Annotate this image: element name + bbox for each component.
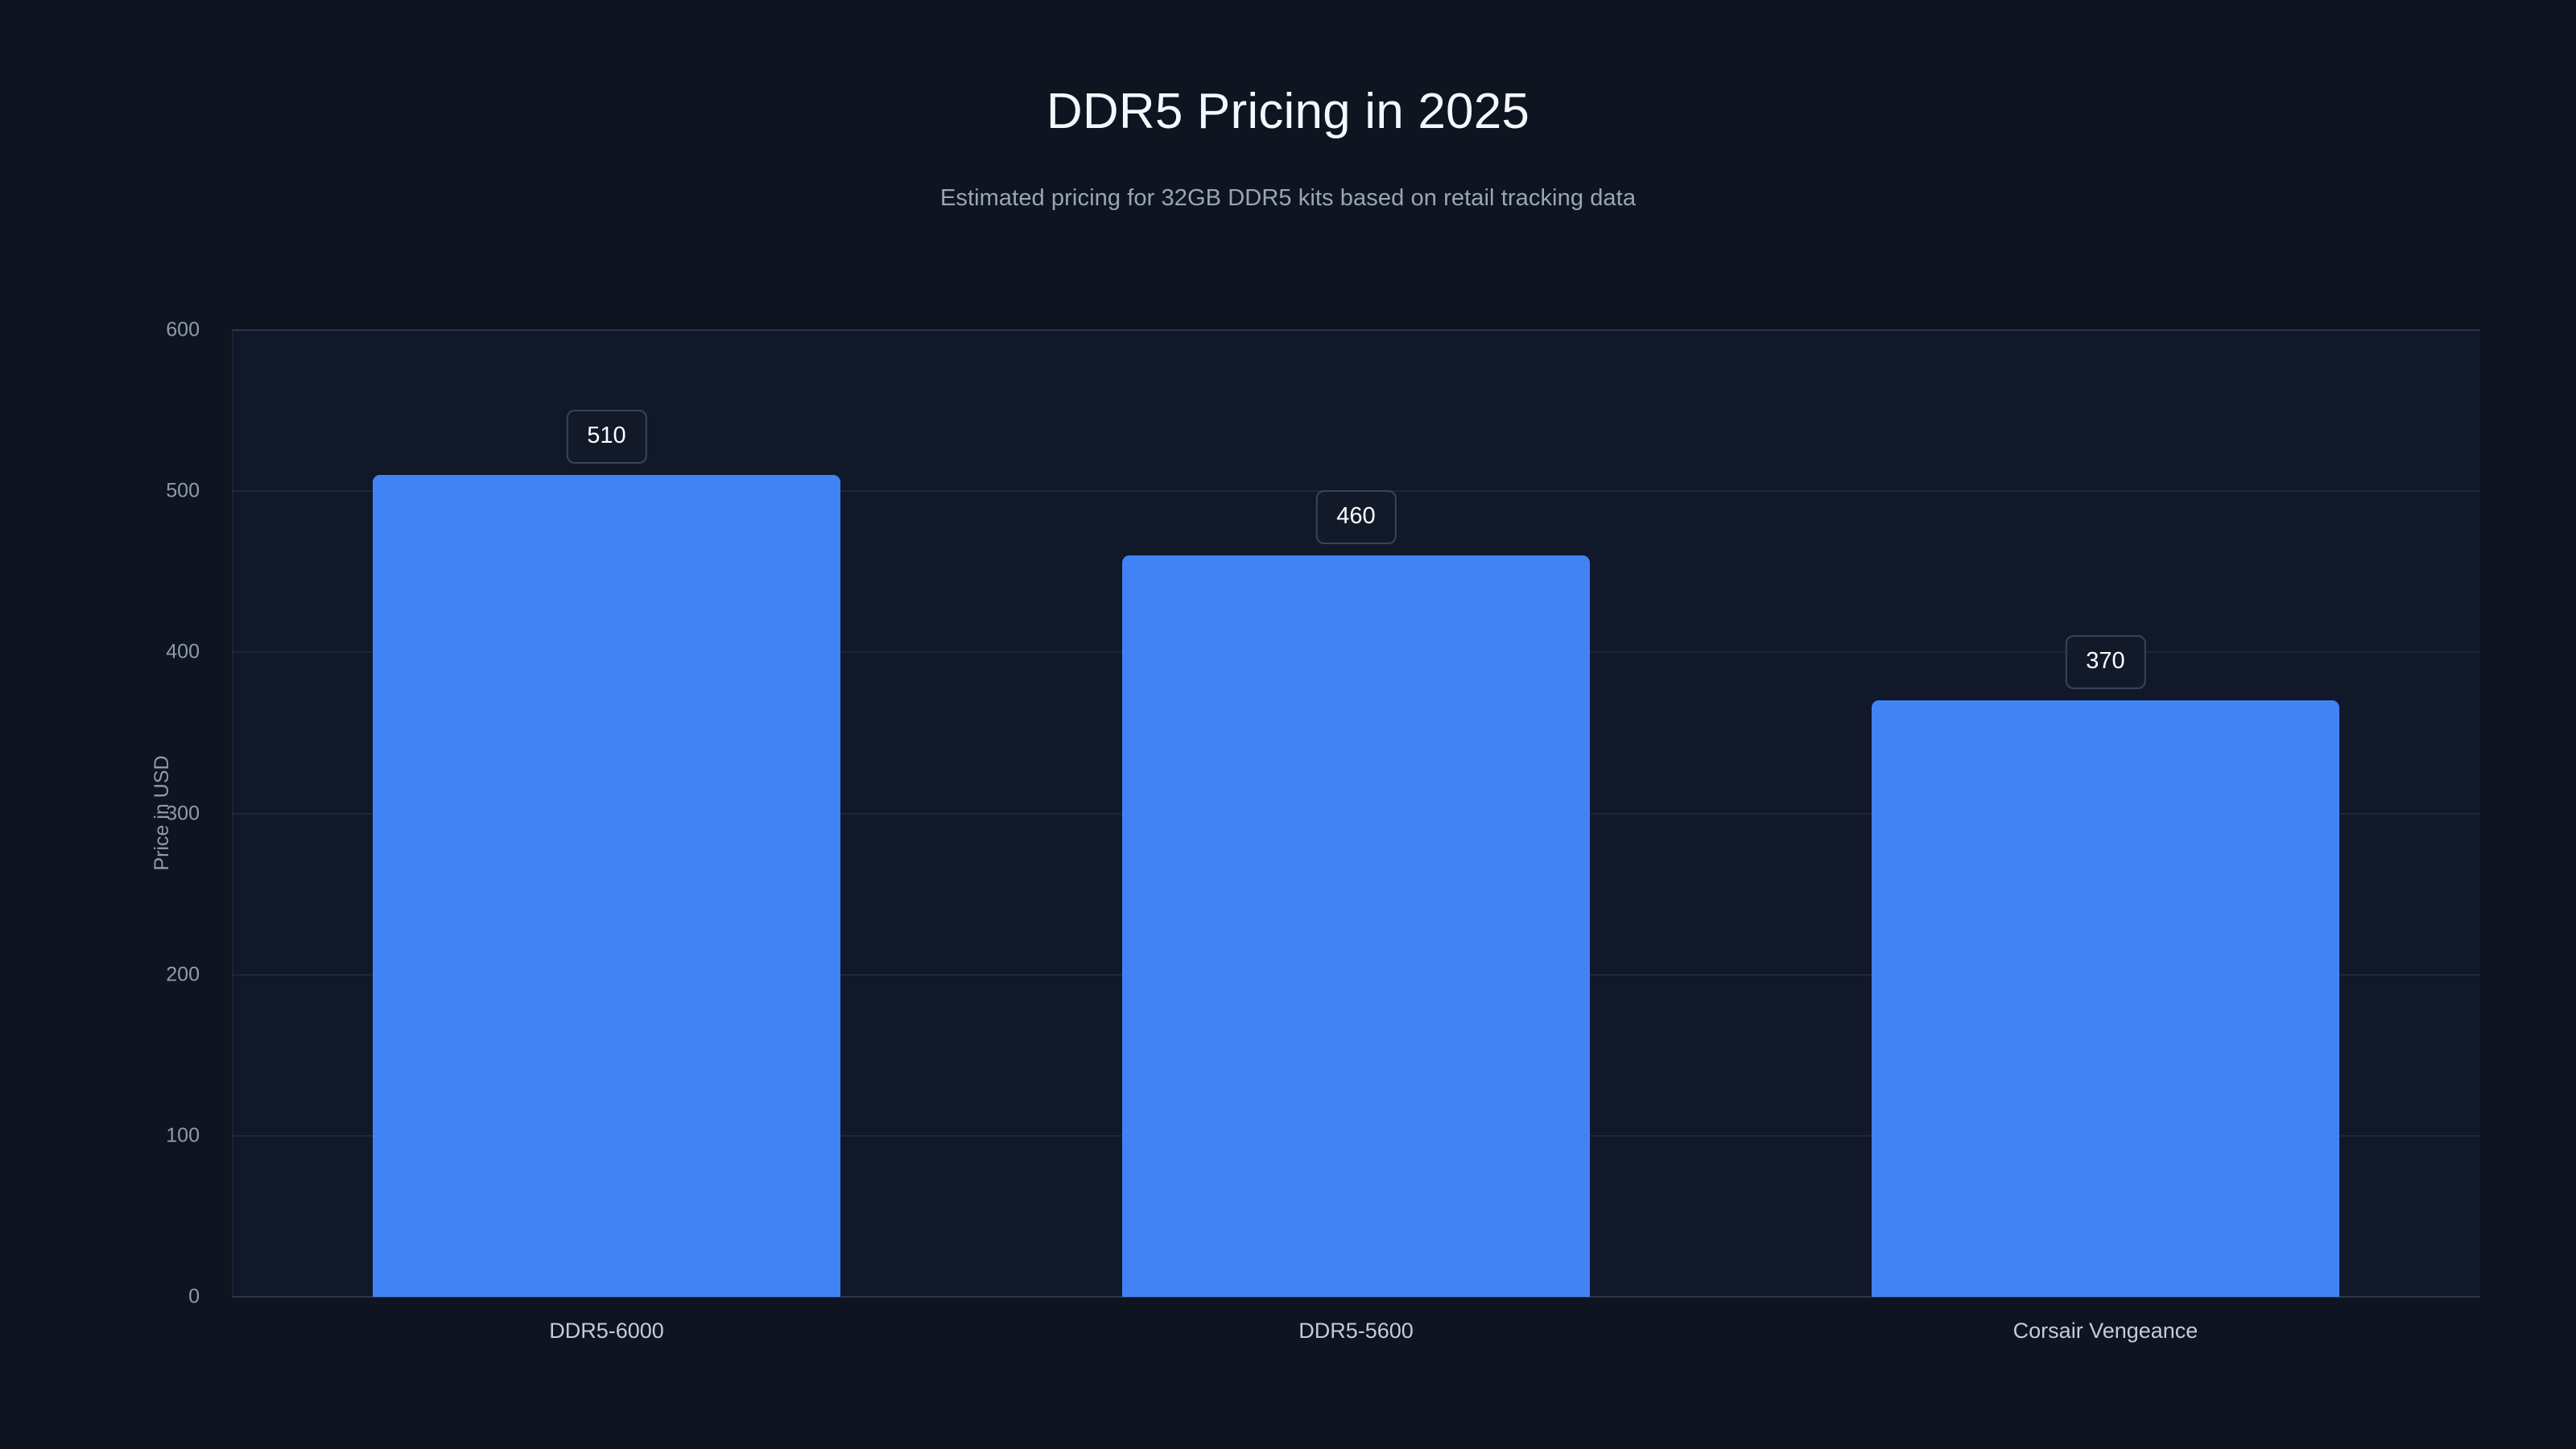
x-tick-label: DDR5-5600: [1298, 1319, 1414, 1343]
page-title: DDR5 Pricing in 2025: [1046, 84, 1530, 139]
bar[interactable]: [1121, 555, 1591, 1297]
bar[interactable]: [372, 475, 841, 1297]
bar-value-label: 510: [566, 410, 647, 464]
x-tick-label: DDR5-6000: [549, 1319, 664, 1343]
x-axis-tick-labels: DDR5-6000 DDR5-5600 Corsair Vengeance: [232, 1320, 2480, 1368]
y-axis-tick-labels: 0 100 200 300 400 500 600: [0, 320, 232, 1307]
x-tick-label: Corsair Vengeance: [2013, 1319, 2198, 1343]
chart-subtitle: Estimated pricing for 32GB DDR5 kits bas…: [939, 185, 1637, 211]
y-tick-label: 200: [166, 963, 200, 986]
bar-value-label: 370: [2065, 635, 2146, 690]
plot-frame: 510 460 370: [232, 329, 2480, 1298]
y-tick-label: 500: [166, 479, 200, 502]
y-tick-label: 600: [166, 318, 200, 341]
bar[interactable]: [1871, 700, 2340, 1297]
bar-value-label: 460: [1315, 490, 1397, 545]
y-tick-label: 400: [166, 640, 200, 663]
gridline-600: [232, 329, 2480, 331]
gridline-0: [232, 1296, 2480, 1298]
chart-header: DDR5 Pricing in 2025 Estimated pricing f…: [0, 0, 2576, 210]
y-tick-label: 100: [166, 1124, 200, 1147]
y-tick-label: 300: [166, 802, 200, 824]
y-tick-label: 0: [188, 1285, 200, 1308]
